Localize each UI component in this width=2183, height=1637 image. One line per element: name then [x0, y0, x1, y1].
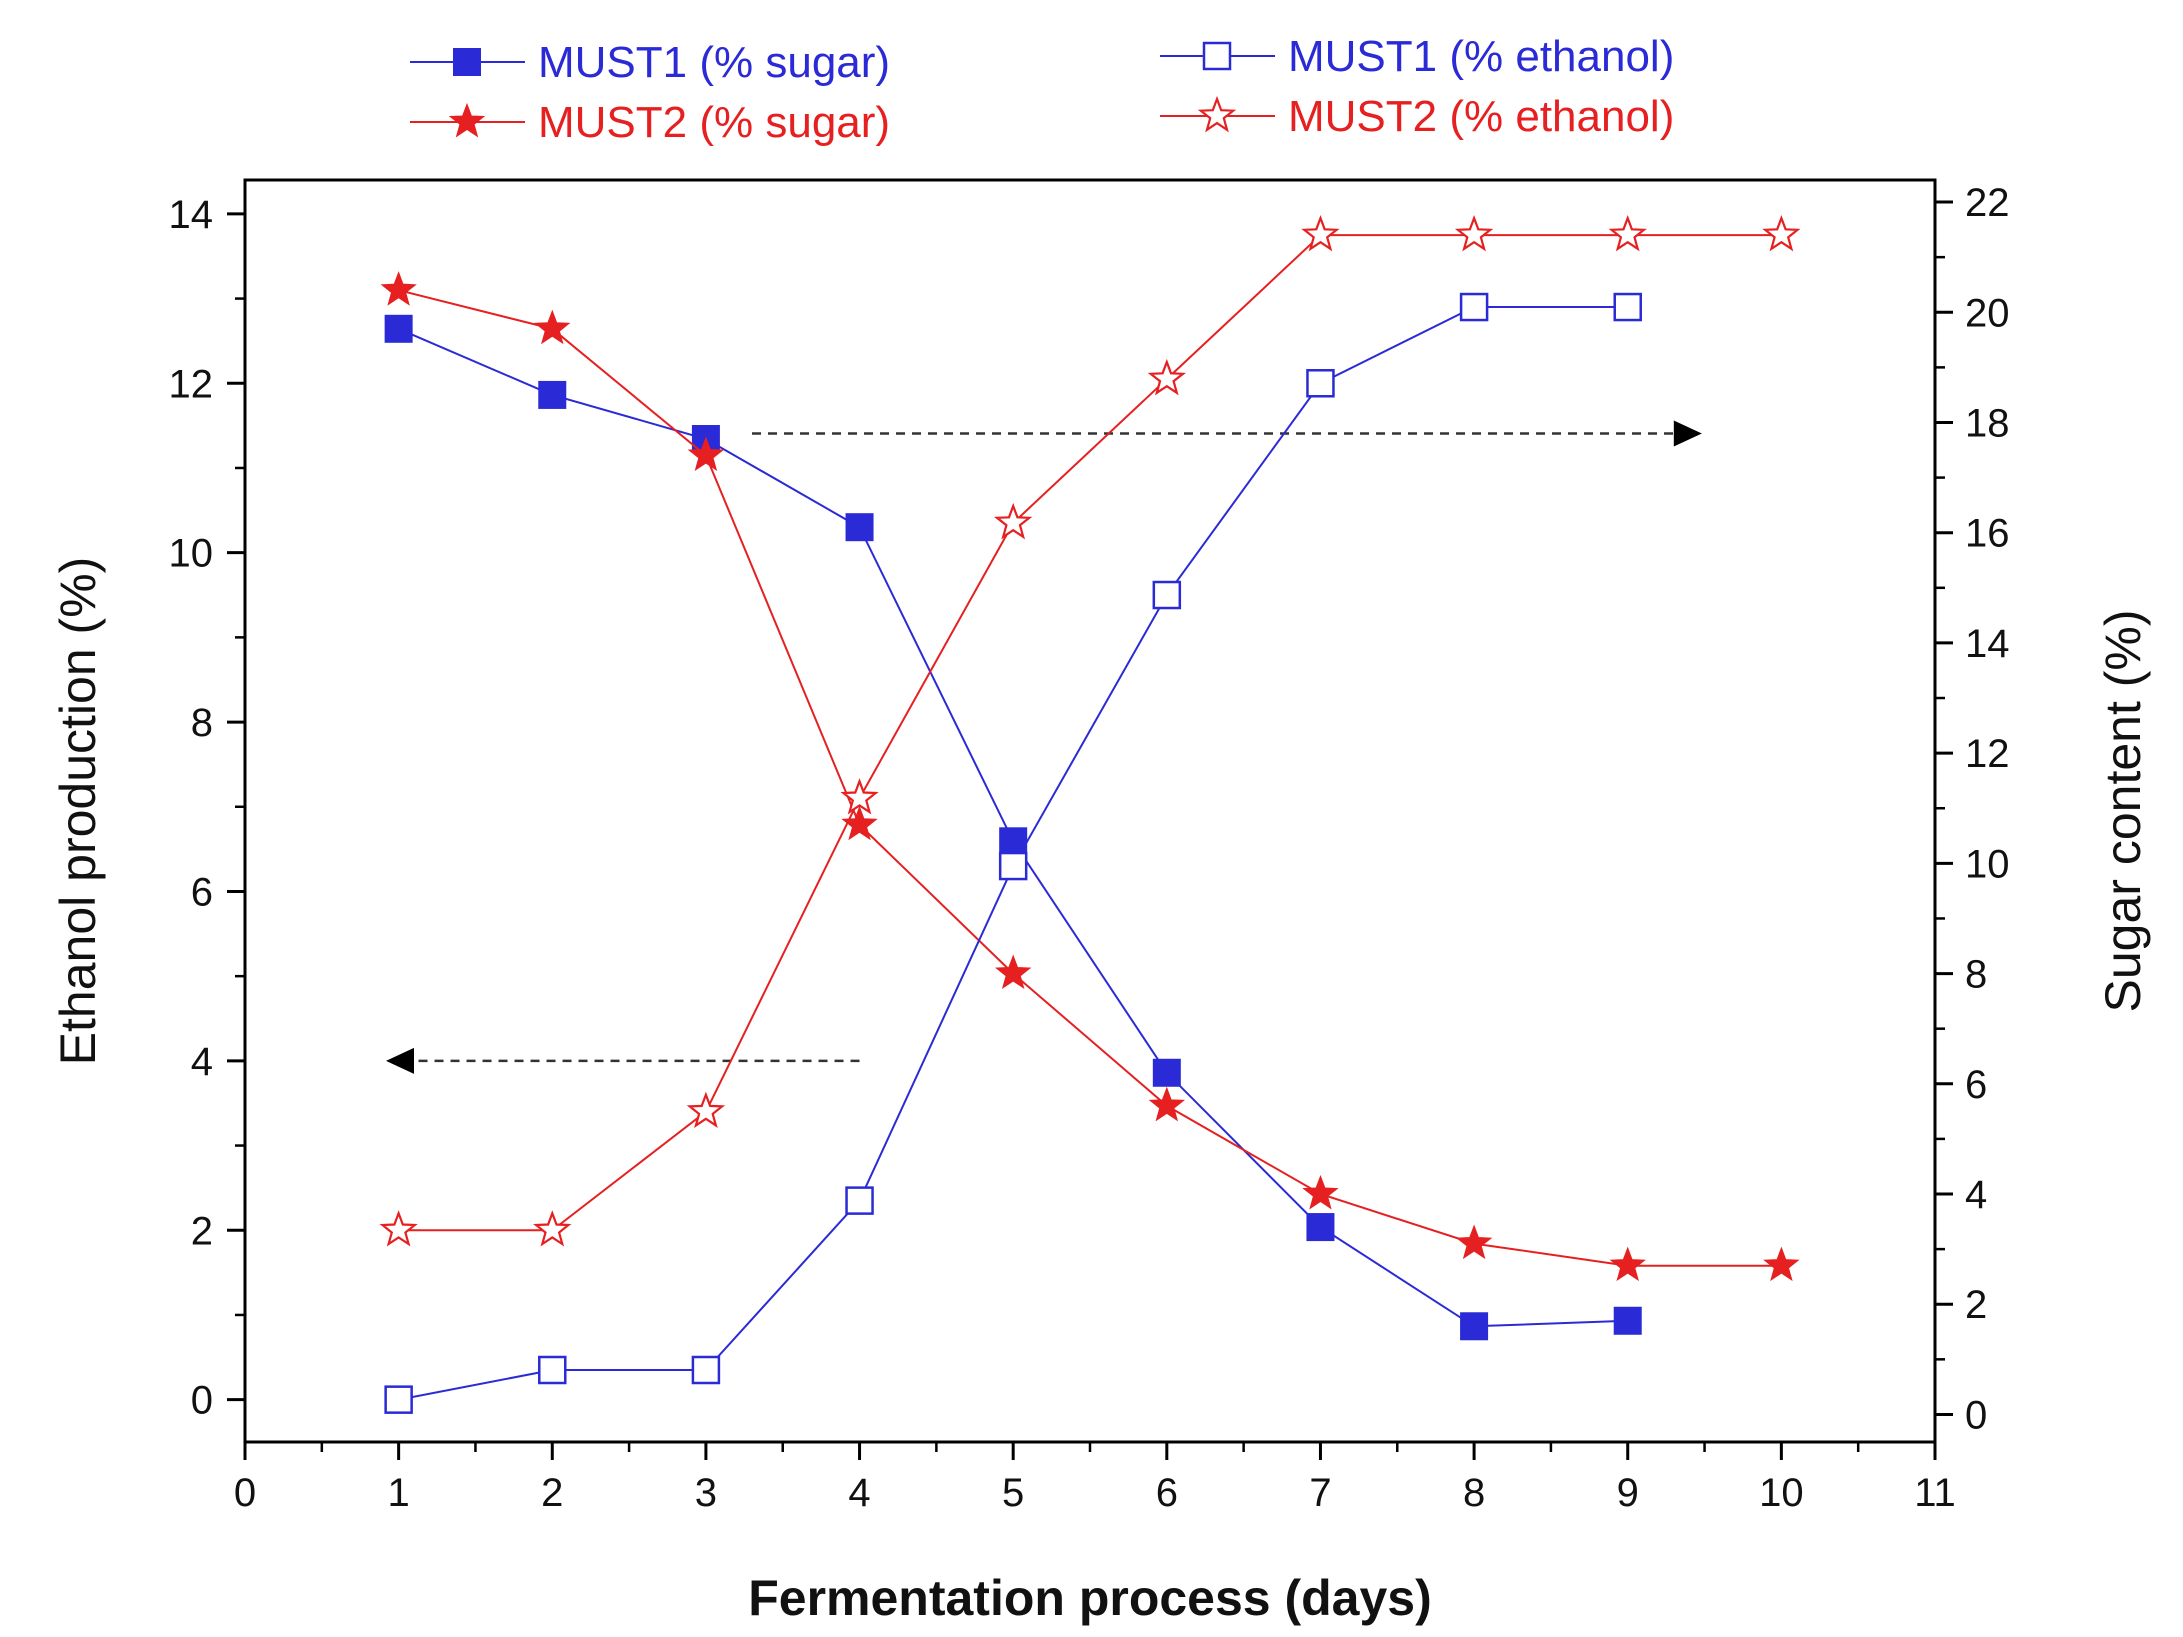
series-2-point [994, 954, 1032, 990]
series-3-point [845, 1186, 874, 1215]
series-1-point [1152, 1058, 1181, 1087]
y-right-tick-label: 12 [1965, 732, 2010, 776]
x-tick-label: 6 [1156, 1471, 1178, 1515]
y-right-tick-label: 16 [1965, 512, 2010, 556]
y-left-tick-label: 14 [169, 193, 214, 237]
series-2-point [1302, 1174, 1339, 1210]
series-4-point [1608, 214, 1647, 252]
series-1-point [538, 380, 567, 409]
x-tick-label: 10 [1759, 1471, 1804, 1515]
y-left-tick-label: 0 [191, 1379, 213, 1423]
legend-item-3: MUST1 (% ethanol) [1160, 32, 1674, 81]
x-tick-label: 8 [1463, 1471, 1485, 1515]
y-left-tick-label: 10 [169, 532, 214, 576]
y-right-tick-label: 10 [1965, 842, 2010, 886]
series-1-point [1306, 1213, 1335, 1242]
series-3-point [1613, 292, 1642, 322]
left-y-axis: 0 2 4 6 8 10 12 14 [169, 193, 245, 1423]
series-2-line [398, 289, 1782, 1267]
series-4-line [398, 234, 1782, 1232]
legend-marker [1197, 95, 1237, 133]
y-right-tick-label: 6 [1965, 1063, 1987, 1107]
legend-label: MUST1 (% sugar) [538, 38, 890, 87]
plot-frame [243, 178, 1937, 1444]
series-4-point [1454, 214, 1494, 252]
right-y-axis-title: Sugar content (%) [2095, 610, 2151, 1013]
y-left-tick-label: 12 [169, 362, 214, 406]
x-axis: 0 1 2 3 4 5 6 7 8 9 10 11 [234, 1442, 1956, 1515]
x-tick-label: 9 [1617, 1471, 1639, 1515]
series-2-point [687, 436, 725, 472]
x-tick-label: 5 [1002, 1471, 1024, 1515]
legend-item-2: MUST2 (% sugar) [410, 98, 890, 147]
series-3 [384, 292, 1642, 1414]
series-2-point [1609, 1246, 1646, 1282]
y-right-tick-label: 4 [1965, 1173, 1987, 1217]
y-right-tick-label: 8 [1965, 953, 1987, 997]
series-2-point [534, 309, 571, 345]
y-left-tick-label: 8 [191, 701, 213, 745]
series-3-point [384, 1385, 413, 1414]
y-right-tick-label: 0 [1965, 1393, 1987, 1437]
y-right-tick-label: 20 [1965, 291, 2010, 335]
series-2-point [841, 805, 878, 841]
x-tick-label: 0 [234, 1471, 256, 1515]
x-tick-label: 11 [1914, 1471, 1956, 1515]
series-4-point [686, 1091, 726, 1128]
series-3-point [1459, 292, 1489, 322]
x-tick-label: 7 [1309, 1471, 1331, 1515]
series-4-point [1762, 214, 1801, 252]
series-2-point [1763, 1246, 1800, 1282]
legend-label: MUST2 (% sugar) [538, 98, 890, 147]
series-4-point [533, 1210, 572, 1247]
series-layer [379, 214, 1801, 1414]
annotations [386, 420, 1702, 1074]
x-tick-label: 2 [541, 1471, 563, 1515]
series-1-point [1613, 1306, 1642, 1335]
legend: MUST1 (% sugar) MUST2 (% sugar) MUST1 (% e… [410, 32, 1674, 147]
legend-label: MUST1 (% ethanol) [1288, 32, 1674, 81]
series-4 [379, 214, 1801, 1247]
legend-marker [1202, 41, 1232, 71]
legend-marker [453, 48, 481, 76]
series-4-point [1147, 358, 1187, 396]
series-2-point [1148, 1086, 1186, 1122]
legend-marker [448, 102, 486, 138]
y-left-tick-label: 2 [191, 1209, 213, 1253]
series-4-point [1301, 214, 1340, 252]
series-1-point [384, 314, 413, 343]
series-3-point [538, 1355, 567, 1385]
y-right-tick-label: 18 [1965, 401, 2010, 445]
legend-item-4: MUST2 (% ethanol) [1160, 92, 1674, 141]
x-tick-label: 1 [388, 1471, 410, 1515]
x-tick-label: 4 [848, 1471, 870, 1515]
y-left-tick-label: 4 [191, 1040, 213, 1084]
legend-label: MUST2 (% ethanol) [1288, 92, 1674, 141]
series-2 [380, 271, 1800, 1282]
left-y-axis-title: Ethanol production (%) [50, 557, 106, 1066]
arrow-right-icon [1673, 420, 1702, 447]
y-right-tick-label: 22 [1965, 181, 2010, 225]
series-4-point [993, 502, 1033, 540]
series-3-point [998, 851, 1028, 881]
series-4-point [840, 778, 879, 815]
series-2-point [380, 271, 417, 306]
series-1-point [845, 513, 874, 542]
y-right-tick-label: 2 [1965, 1283, 1987, 1327]
x-axis-title: Fermentation process (days) [748, 1570, 1432, 1626]
x-tick-label: 3 [695, 1471, 717, 1515]
series-1 [384, 314, 1642, 1341]
arrow-left-icon [386, 1047, 414, 1074]
series-3-point [691, 1355, 721, 1385]
series-1-point [1460, 1312, 1489, 1341]
series-2-point [1455, 1224, 1493, 1260]
y-left-tick-label: 6 [191, 870, 213, 914]
series-3-point [1152, 580, 1182, 610]
series-3-point [1306, 369, 1335, 398]
y-right-tick-label: 14 [1965, 622, 2010, 666]
series-4-point [379, 1210, 418, 1247]
legend-item-1: MUST1 (% sugar) [410, 38, 890, 87]
right-y-axis: 0 2 4 6 8 10 12 14 16 18 20 22 [1935, 181, 2010, 1437]
